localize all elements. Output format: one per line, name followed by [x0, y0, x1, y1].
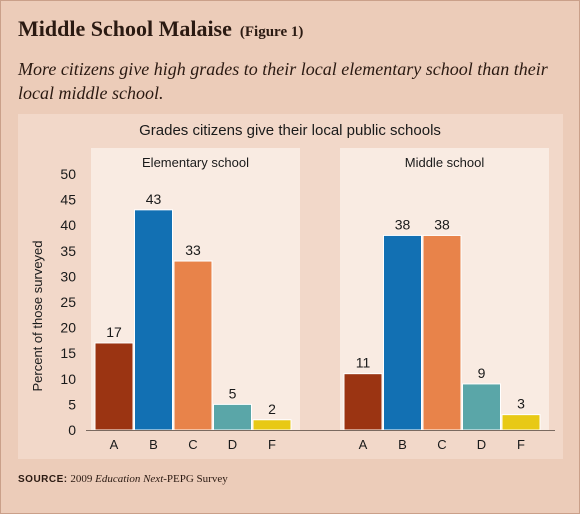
x-tick-label: D — [228, 437, 237, 452]
source-year: 2009 — [70, 473, 93, 485]
data-label: 9 — [478, 365, 486, 381]
data-label: 3 — [517, 396, 525, 412]
y-tick-label: 50 — [60, 166, 76, 182]
x-tick-label: C — [437, 437, 446, 452]
bar-middle-school-d — [462, 383, 501, 431]
y-tick-label: 0 — [68, 422, 76, 438]
bar-elementary-school-b — [134, 209, 173, 431]
bar-middle-school-a — [343, 373, 383, 431]
figure-header: Middle School Malaise (Figure 1) — [18, 16, 303, 42]
data-label: 17 — [106, 324, 122, 340]
bar-elementary-school-d — [213, 403, 252, 431]
x-tick-label: B — [149, 437, 158, 452]
y-tick-label: 15 — [60, 345, 76, 361]
y-tick-label: 10 — [60, 371, 76, 387]
bar-middle-school-b — [383, 234, 422, 431]
bar-middle-school-c — [422, 234, 462, 431]
figure-label: (Figure 1) — [239, 24, 304, 40]
x-tick-label: F — [268, 437, 276, 452]
data-label: 2 — [268, 401, 276, 417]
y-tick-label: 35 — [60, 243, 76, 259]
figure-subtitle: More citizens give high grades to their … — [18, 59, 548, 103]
x-tick-label: D — [477, 437, 486, 452]
y-tick-label: 25 — [60, 294, 76, 310]
y-tick-label: 30 — [60, 268, 76, 284]
panel-title: Elementary school — [142, 155, 249, 170]
y-tick-label: 5 — [68, 396, 76, 412]
source-suffix: -PEPG Survey — [163, 473, 228, 485]
x-tick-label: F — [517, 437, 525, 452]
bar-middle-school-f — [501, 414, 541, 431]
data-label: 33 — [185, 242, 201, 258]
y-axis-label: Percent of those surveyed — [30, 240, 45, 391]
panel-title: Middle school — [405, 155, 485, 170]
y-tick-label: 45 — [60, 192, 76, 208]
x-tick-label: A — [359, 437, 368, 452]
chart-title: Grades citizens give their local public … — [139, 122, 441, 139]
data-label: 43 — [146, 191, 162, 207]
data-label: 11 — [356, 355, 371, 371]
chart-area: Grades citizens give their local public … — [18, 114, 563, 459]
bar-elementary-school-a — [94, 342, 134, 431]
bar-elementary-school-f — [252, 419, 292, 431]
source-note: SOURCE: 2009 Education Next-PEPG Survey — [18, 473, 228, 485]
source-publication: Education Next — [95, 473, 164, 485]
data-label: 5 — [229, 385, 237, 401]
bar-elementary-school-c — [173, 260, 213, 431]
figure-title: Middle School Malaise — [18, 16, 232, 41]
x-tick-label: C — [188, 437, 197, 452]
data-label: 38 — [434, 216, 450, 232]
y-tick-label: 20 — [60, 320, 76, 336]
x-tick-label: A — [110, 437, 119, 452]
x-tick-label: B — [398, 437, 407, 452]
y-tick-label: 40 — [60, 217, 76, 233]
source-label: SOURCE: — [18, 474, 68, 485]
bar-chart: Grades citizens give their local public … — [30, 122, 555, 452]
data-label: 38 — [395, 216, 411, 232]
